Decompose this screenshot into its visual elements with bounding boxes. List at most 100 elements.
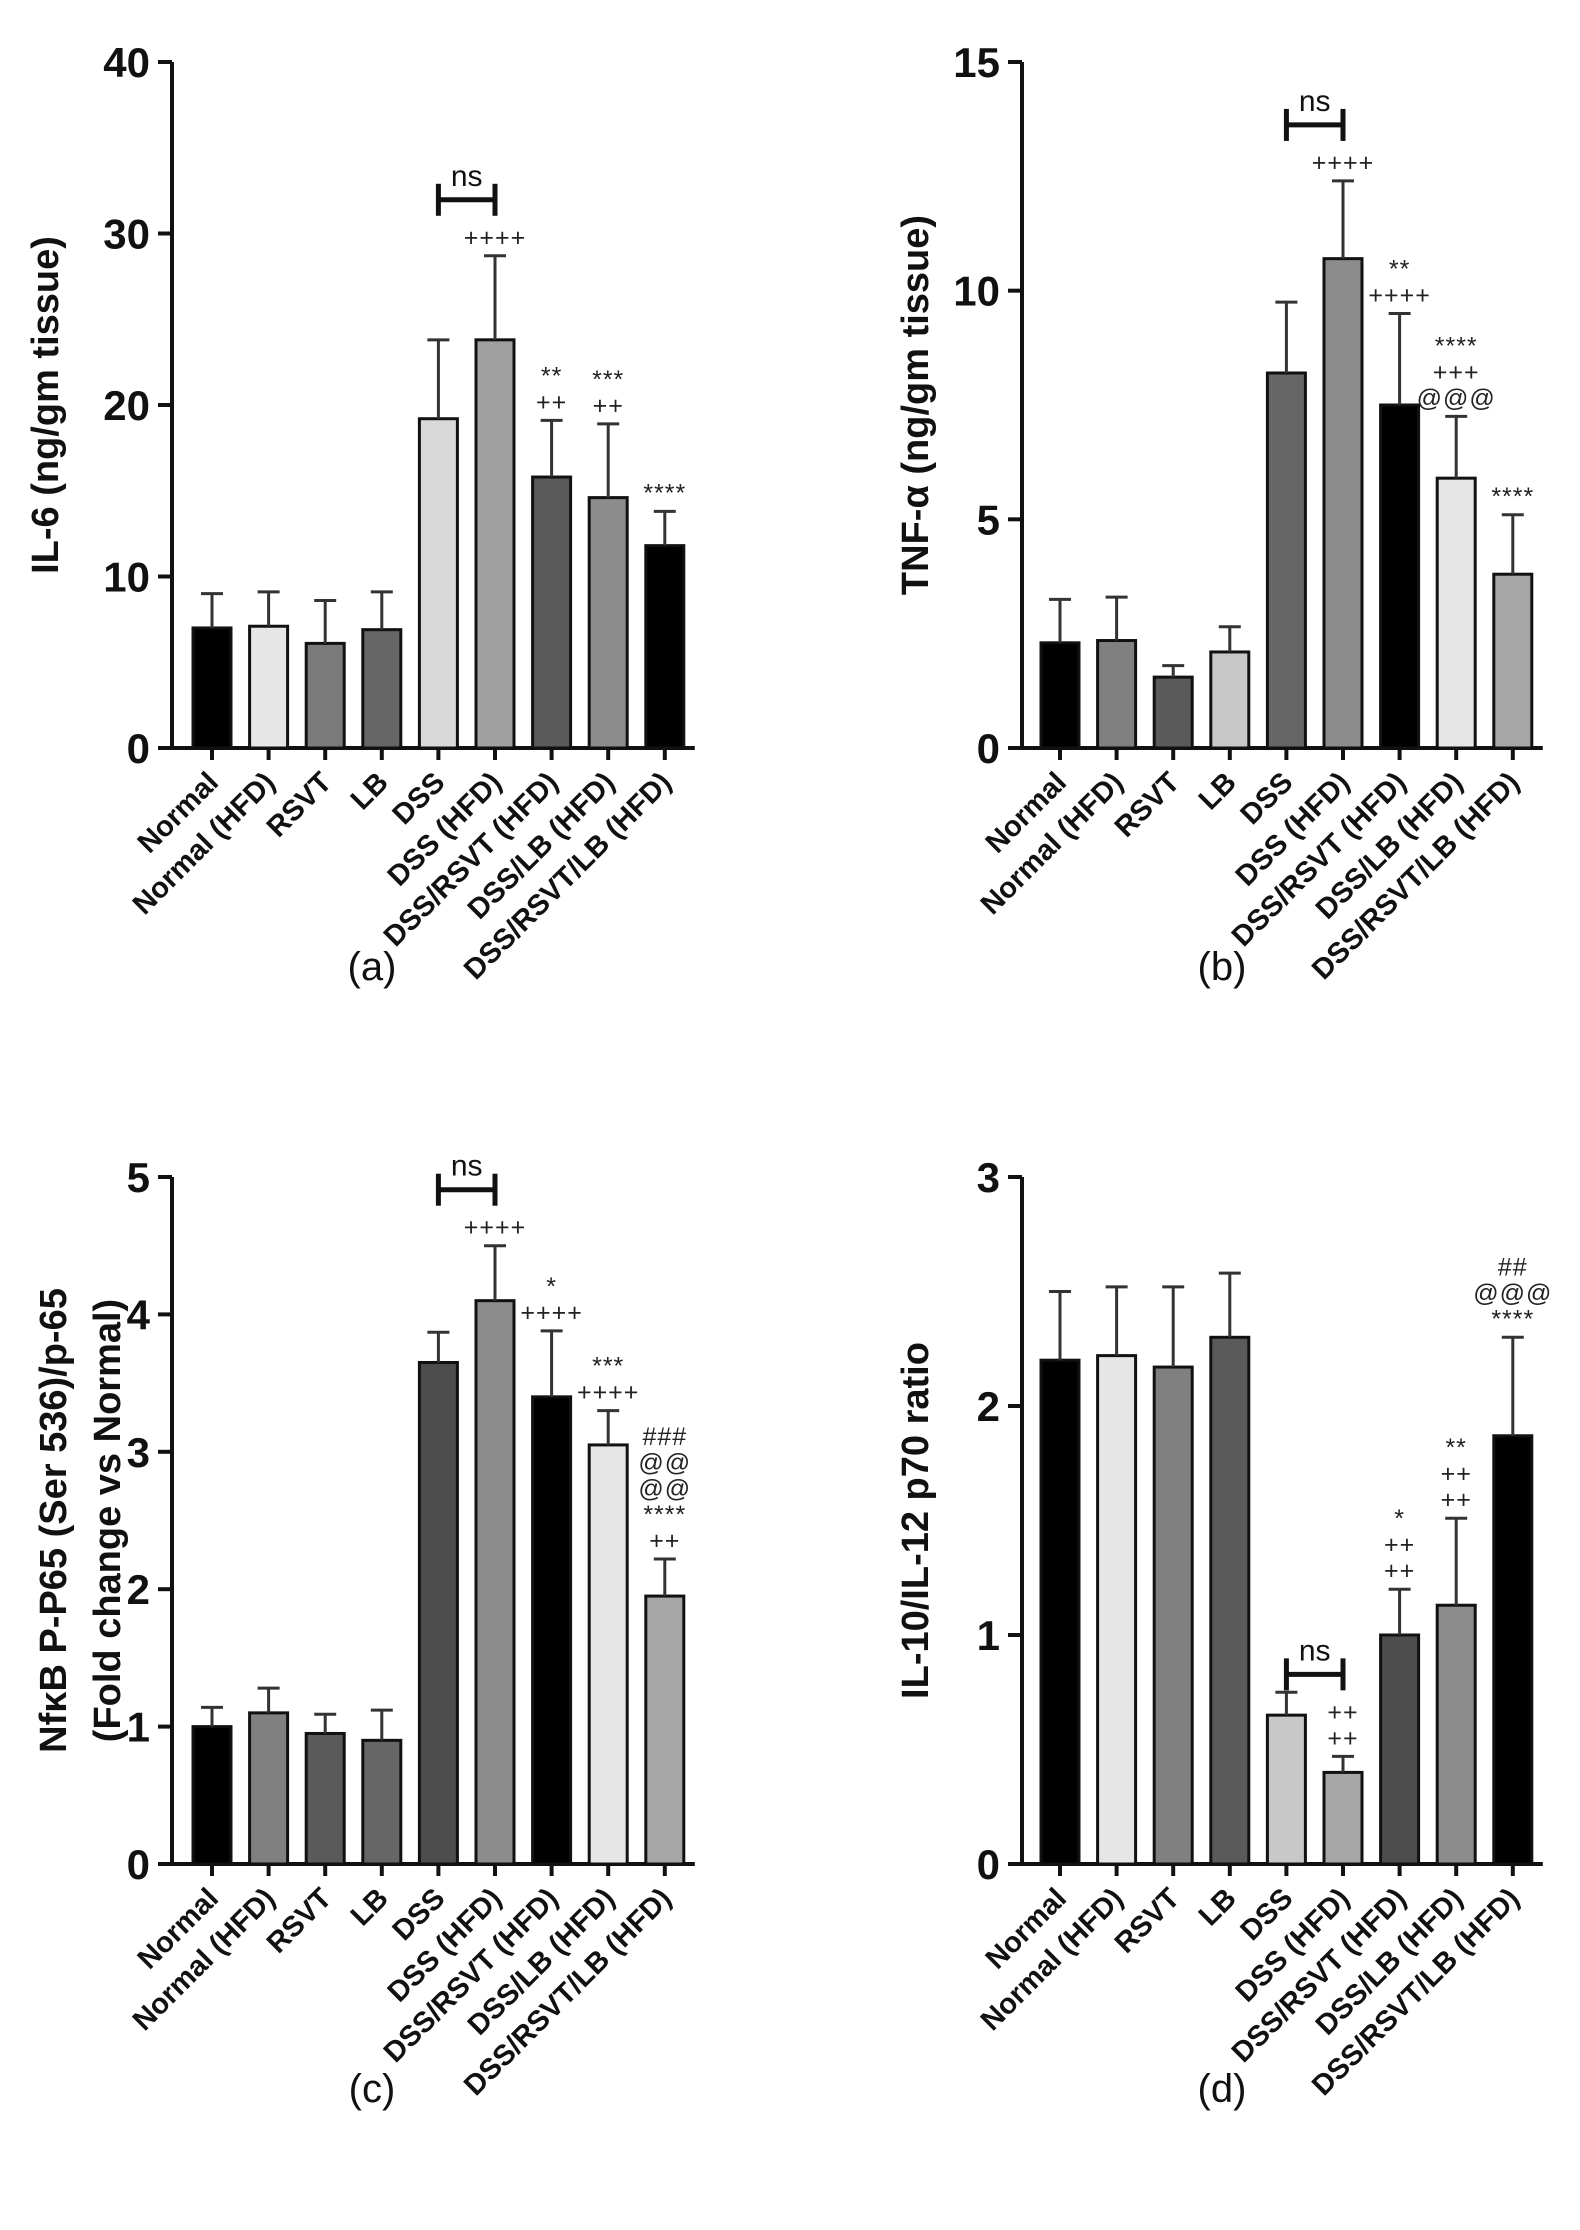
significance-marker: ## [1498, 1253, 1528, 1281]
significance-marker: ++++ [1312, 149, 1374, 177]
bar [1492, 1434, 1534, 1866]
significance-marker: ++++ [464, 224, 526, 252]
bar [248, 1711, 290, 1866]
panel-label: (b) [1198, 945, 1247, 989]
y-tick-label: 0 [977, 1841, 1000, 1888]
bar [1435, 476, 1477, 750]
bar [474, 1299, 516, 1866]
significance-marker: ** [1389, 256, 1410, 284]
panel-label: (c) [349, 2067, 396, 2111]
significance-marker: *** [592, 366, 624, 394]
y-tick-label: 20 [103, 382, 150, 429]
bar [417, 417, 459, 750]
bar [531, 475, 573, 750]
bar [1265, 371, 1307, 750]
significance-marker: ** [1445, 1434, 1466, 1462]
x-category-label: RSVT [261, 1882, 339, 1960]
significance-marker: * [546, 1273, 557, 1301]
bar [1152, 675, 1194, 750]
bar [1322, 257, 1364, 750]
significance-marker: **** [643, 1501, 686, 1529]
significance-marker: ++ [593, 392, 624, 420]
significance-marker: ++++ [520, 1299, 582, 1327]
significance-marker: ++ [1441, 1460, 1472, 1488]
panel-label: (a) [348, 945, 397, 989]
panel-c-nfkb-chart: 0 1 2 3 4 5 NfκB P-P65 (Ser 536)/p-65 (Fold cha… [33, 1150, 695, 2111]
y-axis-label: IL-10/IL-12 p70 ratio [895, 1342, 937, 1699]
bar [1379, 1633, 1421, 1866]
significance-marker: ++ [1327, 1724, 1358, 1752]
bar [1322, 1770, 1364, 1866]
y-tick-label: 0 [977, 725, 1000, 772]
significance-marker: @@ [638, 1449, 691, 1477]
significance-marker: **** [643, 479, 686, 507]
significance-marker: ++ [1441, 1486, 1472, 1514]
ns-label: ns [1299, 1634, 1331, 1667]
significance-marker: ++ [1327, 1698, 1358, 1726]
y-tick-label: 0 [127, 1841, 150, 1888]
bar [1209, 1335, 1251, 1866]
bar [1096, 639, 1138, 750]
bar [1265, 1713, 1307, 1866]
y-tick-label: 5 [977, 496, 1000, 543]
significance-marker: **** [1491, 1305, 1534, 1333]
bar [1492, 572, 1534, 750]
bar [304, 1731, 346, 1866]
y-tick-label: 5 [127, 1154, 150, 1201]
bar [474, 338, 516, 750]
significance-marker: ### [642, 1423, 687, 1451]
bar [1039, 1358, 1081, 1866]
y-tick-label: 3 [977, 1154, 1000, 1201]
bar [1435, 1603, 1477, 1866]
significance-marker: ++ [1384, 1531, 1415, 1559]
ns-label: ns [451, 1150, 483, 1183]
bar [361, 628, 403, 750]
significance-marker: * [1394, 1505, 1405, 1533]
bar [248, 624, 290, 750]
significance-marker: ++ [1384, 1557, 1415, 1585]
significance-marker: ++ [536, 388, 567, 416]
significance-marker: @@@ [1473, 1279, 1552, 1307]
y-tick-label: 3 [127, 1429, 150, 1476]
bar [1096, 1354, 1138, 1866]
bar [1039, 641, 1081, 750]
bar [361, 1738, 403, 1866]
bar [191, 626, 233, 750]
y-tick-label: 10 [103, 554, 150, 601]
bar [1209, 650, 1251, 750]
significance-marker: ++++ [1368, 282, 1430, 310]
panel-label: (d) [1198, 2067, 1247, 2111]
x-category-label: RSVT [1109, 1882, 1187, 1960]
bar [191, 1725, 233, 1866]
significance-marker: ** [541, 362, 562, 390]
y-tick-label: 0 [127, 725, 150, 772]
y-axis-label: TNF-α (ng/gm tissue) [895, 215, 937, 595]
ns-label: ns [451, 160, 483, 193]
y-tick-label: 2 [127, 1566, 150, 1613]
bar [417, 1360, 459, 1866]
bar [587, 496, 629, 750]
y-tick-label: 2 [977, 1383, 1000, 1430]
y-axis-label: IL-6 (ng/gm tissue) [25, 236, 67, 574]
significance-marker: @@@ [1417, 384, 1496, 412]
ns-label: ns [1299, 85, 1331, 118]
significance-marker: *** [592, 1353, 624, 1381]
bar [644, 1594, 686, 1866]
y-tick-label: 10 [953, 268, 1000, 315]
x-category-label: RSVT [261, 766, 339, 844]
significance-marker: ++++ [577, 1379, 639, 1407]
y-tick-label: 4 [127, 1291, 151, 1338]
bar [644, 544, 686, 750]
significance-marker: +++ [1433, 358, 1480, 386]
x-category-label: RSVT [1109, 766, 1187, 844]
y-axis-label: NfκB P-P65 (Ser 536)/p-65 [33, 1288, 75, 1753]
y-tick-label: 15 [953, 39, 1000, 86]
bar [587, 1443, 629, 1866]
bar [531, 1395, 573, 1866]
y-tick-label: 1 [977, 1612, 1000, 1659]
y-tick-label: 30 [103, 211, 150, 258]
